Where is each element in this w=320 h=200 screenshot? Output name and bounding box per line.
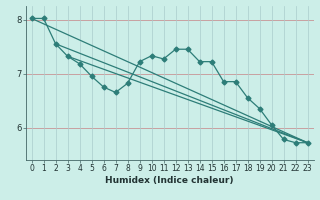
X-axis label: Humidex (Indice chaleur): Humidex (Indice chaleur)	[105, 176, 234, 185]
